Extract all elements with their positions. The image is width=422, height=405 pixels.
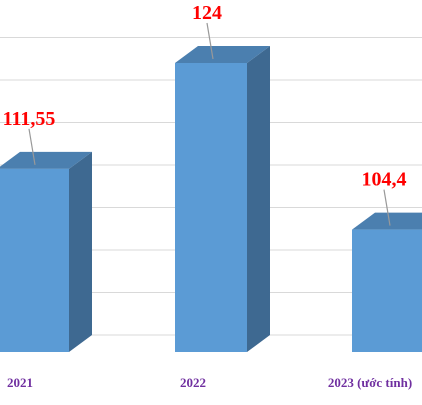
leader-line <box>383 189 391 226</box>
bar-top <box>352 212 422 230</box>
bar <box>0 168 69 352</box>
x-tick-label: 2021 <box>7 375 33 390</box>
x-tick-label: 2022 <box>180 375 206 390</box>
leader-line <box>206 22 214 60</box>
value-label: 124 <box>192 2 222 24</box>
bar-side <box>247 46 270 352</box>
bar-top <box>175 46 270 63</box>
value-label: 104,4 <box>362 169 407 191</box>
bar-side <box>69 151 92 352</box>
bar <box>352 229 422 352</box>
value-label: 111,55 <box>3 108 56 130</box>
x-tick-label: 2023 (ước tính) <box>328 375 412 390</box>
leader-line <box>28 128 36 165</box>
bar <box>175 63 247 352</box>
bar-top <box>0 151 92 169</box>
